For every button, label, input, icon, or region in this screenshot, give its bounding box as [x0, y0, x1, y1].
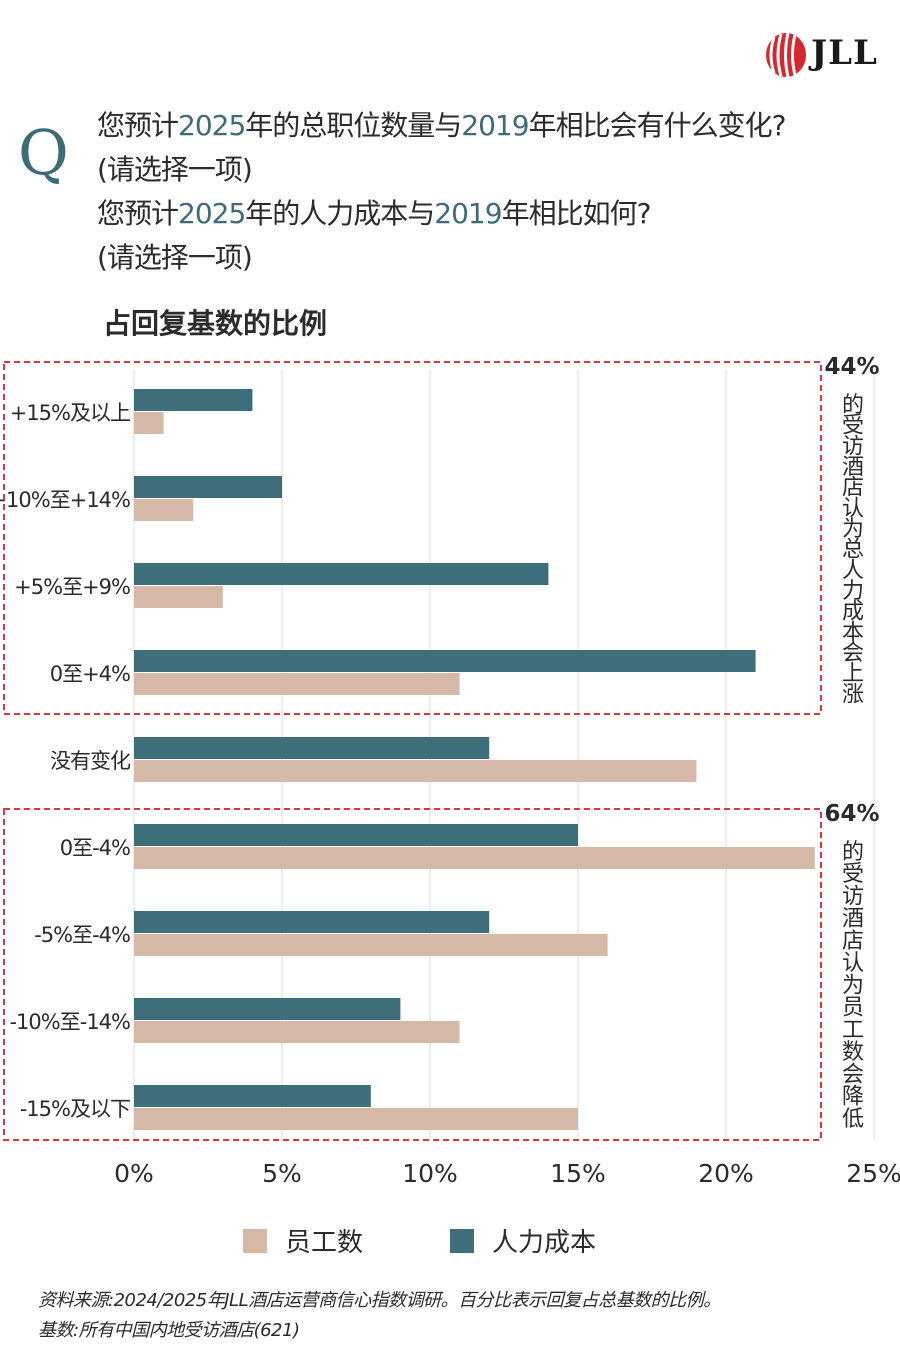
question-segment: (请选择一项) [97, 153, 253, 186]
annotation-char: 酒 [842, 907, 864, 932]
question-segment: 年相比如何? [501, 197, 652, 230]
question-segment: 您预计 [97, 197, 179, 230]
annotation-char: 涨 [842, 682, 864, 707]
bar-employees [134, 1021, 460, 1043]
x-tick-label: 0% [114, 1159, 154, 1188]
annotation-char: 会 [842, 641, 864, 666]
x-tick-label: 10% [402, 1159, 458, 1188]
jll-logo-mark-icon [766, 32, 806, 78]
annotation-char: 工 [842, 1018, 864, 1043]
annotation-char: 成 [842, 600, 864, 625]
category-label: +15%及以上 [10, 401, 130, 425]
question-line: 您预计2025年的总职位数量与2019年相比会有什么变化? [97, 104, 887, 148]
legend-label: 人力成本 [492, 1228, 597, 1258]
annotation-char: 总 [842, 538, 864, 563]
source-line: 资料来源:2024/2025年JLL酒店运营商信心指数调研。百分比表示回复占总基… [38, 1290, 721, 1311]
category-label: +10%至+14% [0, 488, 130, 512]
question-line: (请选择一项) [97, 236, 887, 280]
annotation-char: 上 [842, 662, 864, 687]
question-segment: 年的总职位数量与 [245, 109, 462, 142]
question-segment: 年的人力成本与 [245, 197, 435, 230]
logo-text: JLL [811, 33, 878, 73]
x-tick-label: 20% [698, 1159, 754, 1188]
annotation-char: 人 [842, 558, 864, 583]
source-note: 资料来源:2024/2025年JLL酒店运营商信心指数调研。百分比表示回复占总基… [38, 1286, 721, 1346]
bar-labor-cost [134, 824, 578, 846]
annotation-char: 店 [842, 476, 864, 501]
bar-employees [134, 499, 194, 521]
annotation-char: 的 [842, 393, 864, 418]
category-label: 0至+4% [50, 662, 130, 686]
bar-employees [134, 412, 164, 434]
question-segment: 您预计 [97, 109, 179, 142]
bar-labor-cost [134, 737, 490, 759]
bar-employees [134, 847, 815, 869]
bar-employees [134, 673, 460, 695]
bar-employees [134, 1108, 578, 1130]
bar-employees [134, 586, 223, 608]
bar-labor-cost [134, 563, 549, 585]
annotation-char: 力 [842, 579, 864, 604]
annotation-char: 认 [842, 496, 864, 521]
annotation-char: 本 [842, 620, 864, 645]
annotation-char: 店 [842, 929, 864, 954]
bar-labor-cost [134, 911, 490, 933]
category-label: -5%至-4% [34, 923, 130, 947]
highlight-box [3, 361, 822, 715]
bar-labor-cost [134, 1085, 371, 1107]
annotation-char: 受 [842, 862, 864, 887]
x-tick-label: 15% [550, 1159, 606, 1188]
category-label: -10%至-14% [9, 1010, 130, 1034]
x-tick-label: 25% [846, 1159, 900, 1188]
base-line: 基数:所有中国内地受访酒店(621) [38, 1320, 300, 1341]
annotation-char: 受 [842, 414, 864, 439]
annotation-percent: 44% [824, 354, 879, 380]
annotation-percent: 64% [824, 801, 879, 827]
question-year: 2019 [434, 197, 502, 230]
annotation-char: 访 [842, 434, 864, 459]
highlight-box [3, 808, 822, 1141]
question-year: 2019 [461, 109, 529, 142]
question-line: 您预计2025年的人力成本与2019年相比如何? [97, 192, 887, 236]
category-label: 没有变化 [50, 749, 131, 773]
question-segment: 年相比会有什么变化? [528, 109, 787, 142]
x-tick-label: 5% [262, 1159, 302, 1188]
question-text: 您预计2025年的总职位数量与2019年相比会有什么变化? (请选择一项) 您预计2… [97, 104, 887, 280]
bar-labor-cost [134, 998, 401, 1020]
bar-labor-cost [134, 389, 253, 411]
bar-labor-cost [134, 476, 282, 498]
annotation-char: 降 [842, 1085, 864, 1110]
legend-swatch [243, 1229, 267, 1253]
annotation-char: 会 [842, 1062, 864, 1087]
annotation-char: 数 [842, 1040, 864, 1065]
annotation-char: 员 [842, 996, 864, 1021]
question-year: 2025 [178, 197, 246, 230]
jll-logo: JLL [764, 31, 877, 79]
annotation-char: 为 [842, 517, 864, 542]
annotation-char: 的 [842, 840, 864, 865]
question-segment: (请选择一项) [97, 241, 253, 274]
annotation-char: 访 [842, 884, 864, 909]
question-marker: Q [18, 116, 69, 189]
bar-chart: 0% 5% 10% 15% 20% 25% +15%及以上 +10%至+14% +5%至+9% 0… [0, 354, 900, 1188]
question-line: (请选择一项) [97, 148, 887, 192]
question-year: 2025 [178, 109, 246, 142]
annotation-char: 低 [842, 1107, 864, 1132]
annotation-char: 为 [842, 973, 864, 998]
legend-swatch [450, 1229, 474, 1253]
category-label: +5%至+9% [14, 575, 130, 599]
annotation-char: 认 [842, 951, 864, 976]
category-label: -15%及以下 [20, 1097, 130, 1121]
bar-employees [134, 760, 697, 782]
annotation-char: 酒 [842, 455, 864, 480]
chart-title: 占回复基数的比例 [103, 307, 328, 340]
bar-labor-cost [134, 650, 756, 672]
bar-employees [134, 934, 608, 956]
legend-label: 员工数 [285, 1228, 364, 1258]
category-label: 0至-4% [60, 836, 130, 860]
